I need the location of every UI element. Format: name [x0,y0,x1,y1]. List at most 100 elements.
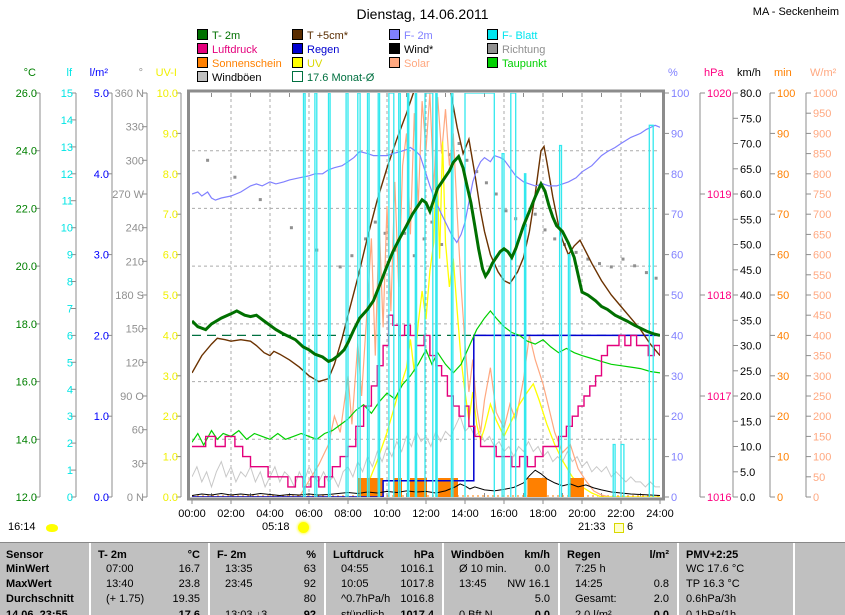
series-f-blatt [435,93,438,497]
legend-label: F- Blatt [502,30,538,42]
legend-swatch [487,43,498,54]
svg-text:1018: 1018 [707,290,731,302]
table-cell: 23.8 [178,578,200,590]
svg-text:350: 350 [813,351,831,363]
svg-text:50: 50 [777,290,789,302]
legend-item-regen: Regen [292,43,339,56]
svg-text:14.0: 14.0 [16,434,37,446]
svg-text:10: 10 [671,452,683,464]
sunrise-time: 05:18 [262,521,290,533]
series-richtung [422,237,426,241]
svg-text:11: 11 [62,196,73,208]
svg-text:2.0: 2.0 [163,411,178,423]
table-cell: 92 [303,609,316,615]
svg-text:24:00: 24:00 [646,508,674,520]
svg-text:60.0: 60.0 [740,189,761,201]
axis-lm: 5.0 4.0 3.0 2.0 1.0 0.0 l/m² [90,67,113,504]
svg-text:14: 14 [61,115,73,127]
table-cell: 14:25 [575,578,603,590]
svg-text:km/h: km/h [737,67,761,79]
series-richtung [553,237,557,241]
legend-item-taupunkt: Taupunkt [487,57,547,70]
table-separator [324,543,326,615]
table-cell: % [306,549,316,561]
svg-text:3.0: 3.0 [163,371,178,383]
legend-label: F- 2m [404,30,433,42]
svg-text:900: 900 [813,128,831,140]
table-cell: 2.0 [653,593,669,605]
legend-item-wind-: Wind* [389,43,433,56]
table-cell: 13:40 [106,578,134,590]
moon-phase-day: 6 [627,521,634,533]
series-f-blatt [424,93,434,497]
legend-item-uv: UV [292,57,322,70]
table-cell: Regen [567,549,601,561]
svg-text:60: 60 [777,250,789,262]
legend-swatch [197,29,208,40]
svg-text:75.0: 75.0 [740,113,761,125]
series-richtung [484,181,488,185]
svg-text:40: 40 [777,330,789,342]
table-cell: 1017.4 [400,609,434,615]
svg-text:1000: 1000 [813,88,837,100]
svg-text:1019: 1019 [707,189,731,201]
svg-text:5.0: 5.0 [163,290,178,302]
table-cell: 0.8 [653,578,669,590]
table-cell: l/m² [649,549,669,561]
svg-text:65.0: 65.0 [740,164,761,176]
series-richtung [440,243,444,246]
table-cell: 5.0 [534,593,550,605]
series-richtung [494,192,498,196]
series-richtung [206,158,210,162]
svg-text:0: 0 [67,492,73,504]
table-cell: 0.0 [653,609,669,615]
table-separator [677,543,679,615]
svg-text:0.0: 0.0 [94,492,109,504]
legend-label: 17.6 Monat-Ø [307,72,375,84]
svg-text:°C: °C [24,67,36,79]
table-cell: 13:45 [459,578,487,590]
svg-text:10.0: 10.0 [740,442,761,454]
table-cell: 1016.8 [400,593,434,605]
series-richtung [574,250,578,254]
series-sonnenschein [570,478,584,497]
table-cell: 13:35 [225,563,253,575]
table-cell: 80 [303,593,316,605]
svg-text:2.0: 2.0 [94,330,109,342]
series-richtung [383,231,387,235]
table-cell: 16.7 [178,563,200,575]
svg-text:30: 30 [777,371,789,383]
svg-text:3: 3 [67,411,73,423]
series-sonnenschein [393,478,402,497]
svg-text:100: 100 [671,88,689,100]
svg-text:450: 450 [813,310,831,322]
station-name: MA - Seckenheim [752,6,839,18]
table-cell: Ø 10 min. [459,563,507,575]
svg-text:14:00: 14:00 [451,508,479,520]
legend-item-f-2m: F- 2m [389,29,433,42]
table-cell: WC 17.6 °C [686,563,745,575]
table-separator [442,543,444,615]
svg-text:0.0: 0.0 [163,492,178,504]
sunrise-icon [298,522,309,533]
svg-text:04:00: 04:00 [256,508,284,520]
table-cell: 23:45 [225,578,253,590]
svg-text:150: 150 [813,431,831,443]
table-cell: T- 2m [98,549,127,561]
table-cell: 14.06. 23:55 [6,609,68,615]
table-cell: PMV+2:25 [686,549,739,561]
svg-text:180 S: 180 S [115,290,144,302]
svg-text:1017: 1017 [707,391,731,403]
series-f-blatt [314,93,318,497]
series-richtung [621,257,625,261]
legend-item-f-blatt: F- Blatt [487,29,538,42]
series-f-blatt [302,93,306,497]
svg-text:6: 6 [67,330,73,342]
series-f-blatt [464,93,495,497]
series-richtung [543,228,547,232]
series-richtung [289,226,293,230]
svg-text:800: 800 [813,169,831,181]
legend-item-windb-en: Windböen [197,71,262,84]
svg-text:20: 20 [671,411,683,423]
